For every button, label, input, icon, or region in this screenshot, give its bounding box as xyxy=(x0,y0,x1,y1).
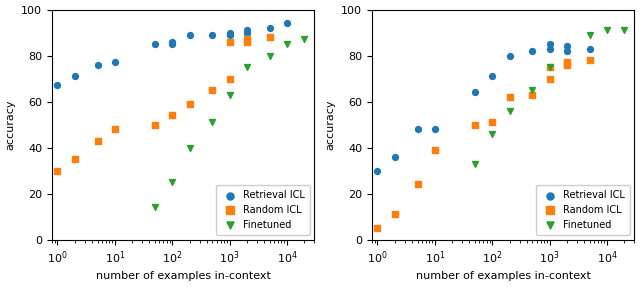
Random ICL xyxy=(504,95,515,99)
Finetuned xyxy=(545,65,555,69)
Random ICL xyxy=(70,157,80,161)
Y-axis label: accuracy: accuracy xyxy=(326,99,335,150)
Random ICL xyxy=(207,88,218,92)
Finetuned xyxy=(225,92,235,97)
Random ICL xyxy=(585,58,595,63)
Legend: Retrieval ICL, Random ICL, Finetuned: Retrieval ICL, Random ICL, Finetuned xyxy=(536,185,630,235)
Random ICL xyxy=(562,60,572,65)
Random ICL xyxy=(225,39,235,44)
Random ICL xyxy=(545,76,555,81)
Retrieval ICL xyxy=(504,53,515,58)
Retrieval ICL xyxy=(184,32,195,37)
Retrieval ICL xyxy=(225,32,235,37)
Retrieval ICL xyxy=(242,28,252,32)
Retrieval ICL xyxy=(265,26,275,30)
Random ICL xyxy=(109,127,120,131)
Retrieval ICL xyxy=(562,44,572,49)
Retrieval ICL xyxy=(52,83,63,88)
Random ICL xyxy=(412,182,422,187)
Retrieval ICL xyxy=(545,42,555,46)
Retrieval ICL xyxy=(412,127,422,131)
Retrieval ICL xyxy=(167,39,177,44)
Random ICL xyxy=(527,92,538,97)
Retrieval ICL xyxy=(470,90,480,95)
Retrieval ICL xyxy=(70,74,80,79)
Retrieval ICL xyxy=(585,46,595,51)
Retrieval ICL xyxy=(527,49,538,53)
Random ICL xyxy=(429,148,440,152)
Retrieval ICL xyxy=(150,42,160,46)
Random ICL xyxy=(184,102,195,106)
Retrieval ICL xyxy=(545,46,555,51)
Finetuned xyxy=(282,42,292,46)
Random ICL xyxy=(167,113,177,118)
Random ICL xyxy=(487,120,497,125)
Finetuned xyxy=(470,161,480,166)
Retrieval ICL xyxy=(242,30,252,35)
Random ICL xyxy=(265,35,275,39)
Random ICL xyxy=(545,65,555,69)
Random ICL xyxy=(242,37,252,42)
Retrieval ICL xyxy=(390,154,400,159)
Finetuned xyxy=(167,180,177,184)
Finetuned xyxy=(207,120,218,125)
Random ICL xyxy=(225,76,235,81)
Legend: Retrieval ICL, Random ICL, Finetuned: Retrieval ICL, Random ICL, Finetuned xyxy=(216,185,310,235)
Retrieval ICL xyxy=(372,168,383,173)
Finetuned xyxy=(504,108,515,113)
Finetuned xyxy=(300,37,310,42)
X-axis label: number of examples in-context: number of examples in-context xyxy=(416,272,591,282)
Finetuned xyxy=(602,28,612,32)
Finetuned xyxy=(585,32,595,37)
Retrieval ICL xyxy=(562,49,572,53)
Retrieval ICL xyxy=(92,63,102,67)
Finetuned xyxy=(620,28,630,32)
X-axis label: number of examples in-context: number of examples in-context xyxy=(96,272,271,282)
Finetuned xyxy=(242,65,252,69)
Random ICL xyxy=(470,122,480,127)
Finetuned xyxy=(150,205,160,210)
Finetuned xyxy=(265,53,275,58)
Random ICL xyxy=(372,226,383,230)
Random ICL xyxy=(150,122,160,127)
Random ICL xyxy=(242,39,252,44)
Retrieval ICL xyxy=(109,60,120,65)
Y-axis label: accuracy: accuracy xyxy=(6,99,15,150)
Random ICL xyxy=(52,168,63,173)
Random ICL xyxy=(92,138,102,143)
Random ICL xyxy=(390,212,400,217)
Retrieval ICL xyxy=(225,30,235,35)
Finetuned xyxy=(487,131,497,136)
Finetuned xyxy=(527,88,538,92)
Retrieval ICL xyxy=(282,21,292,26)
Retrieval ICL xyxy=(429,127,440,131)
Random ICL xyxy=(562,63,572,67)
Finetuned xyxy=(184,145,195,150)
Retrieval ICL xyxy=(487,74,497,79)
Retrieval ICL xyxy=(167,42,177,46)
Retrieval ICL xyxy=(207,32,218,37)
